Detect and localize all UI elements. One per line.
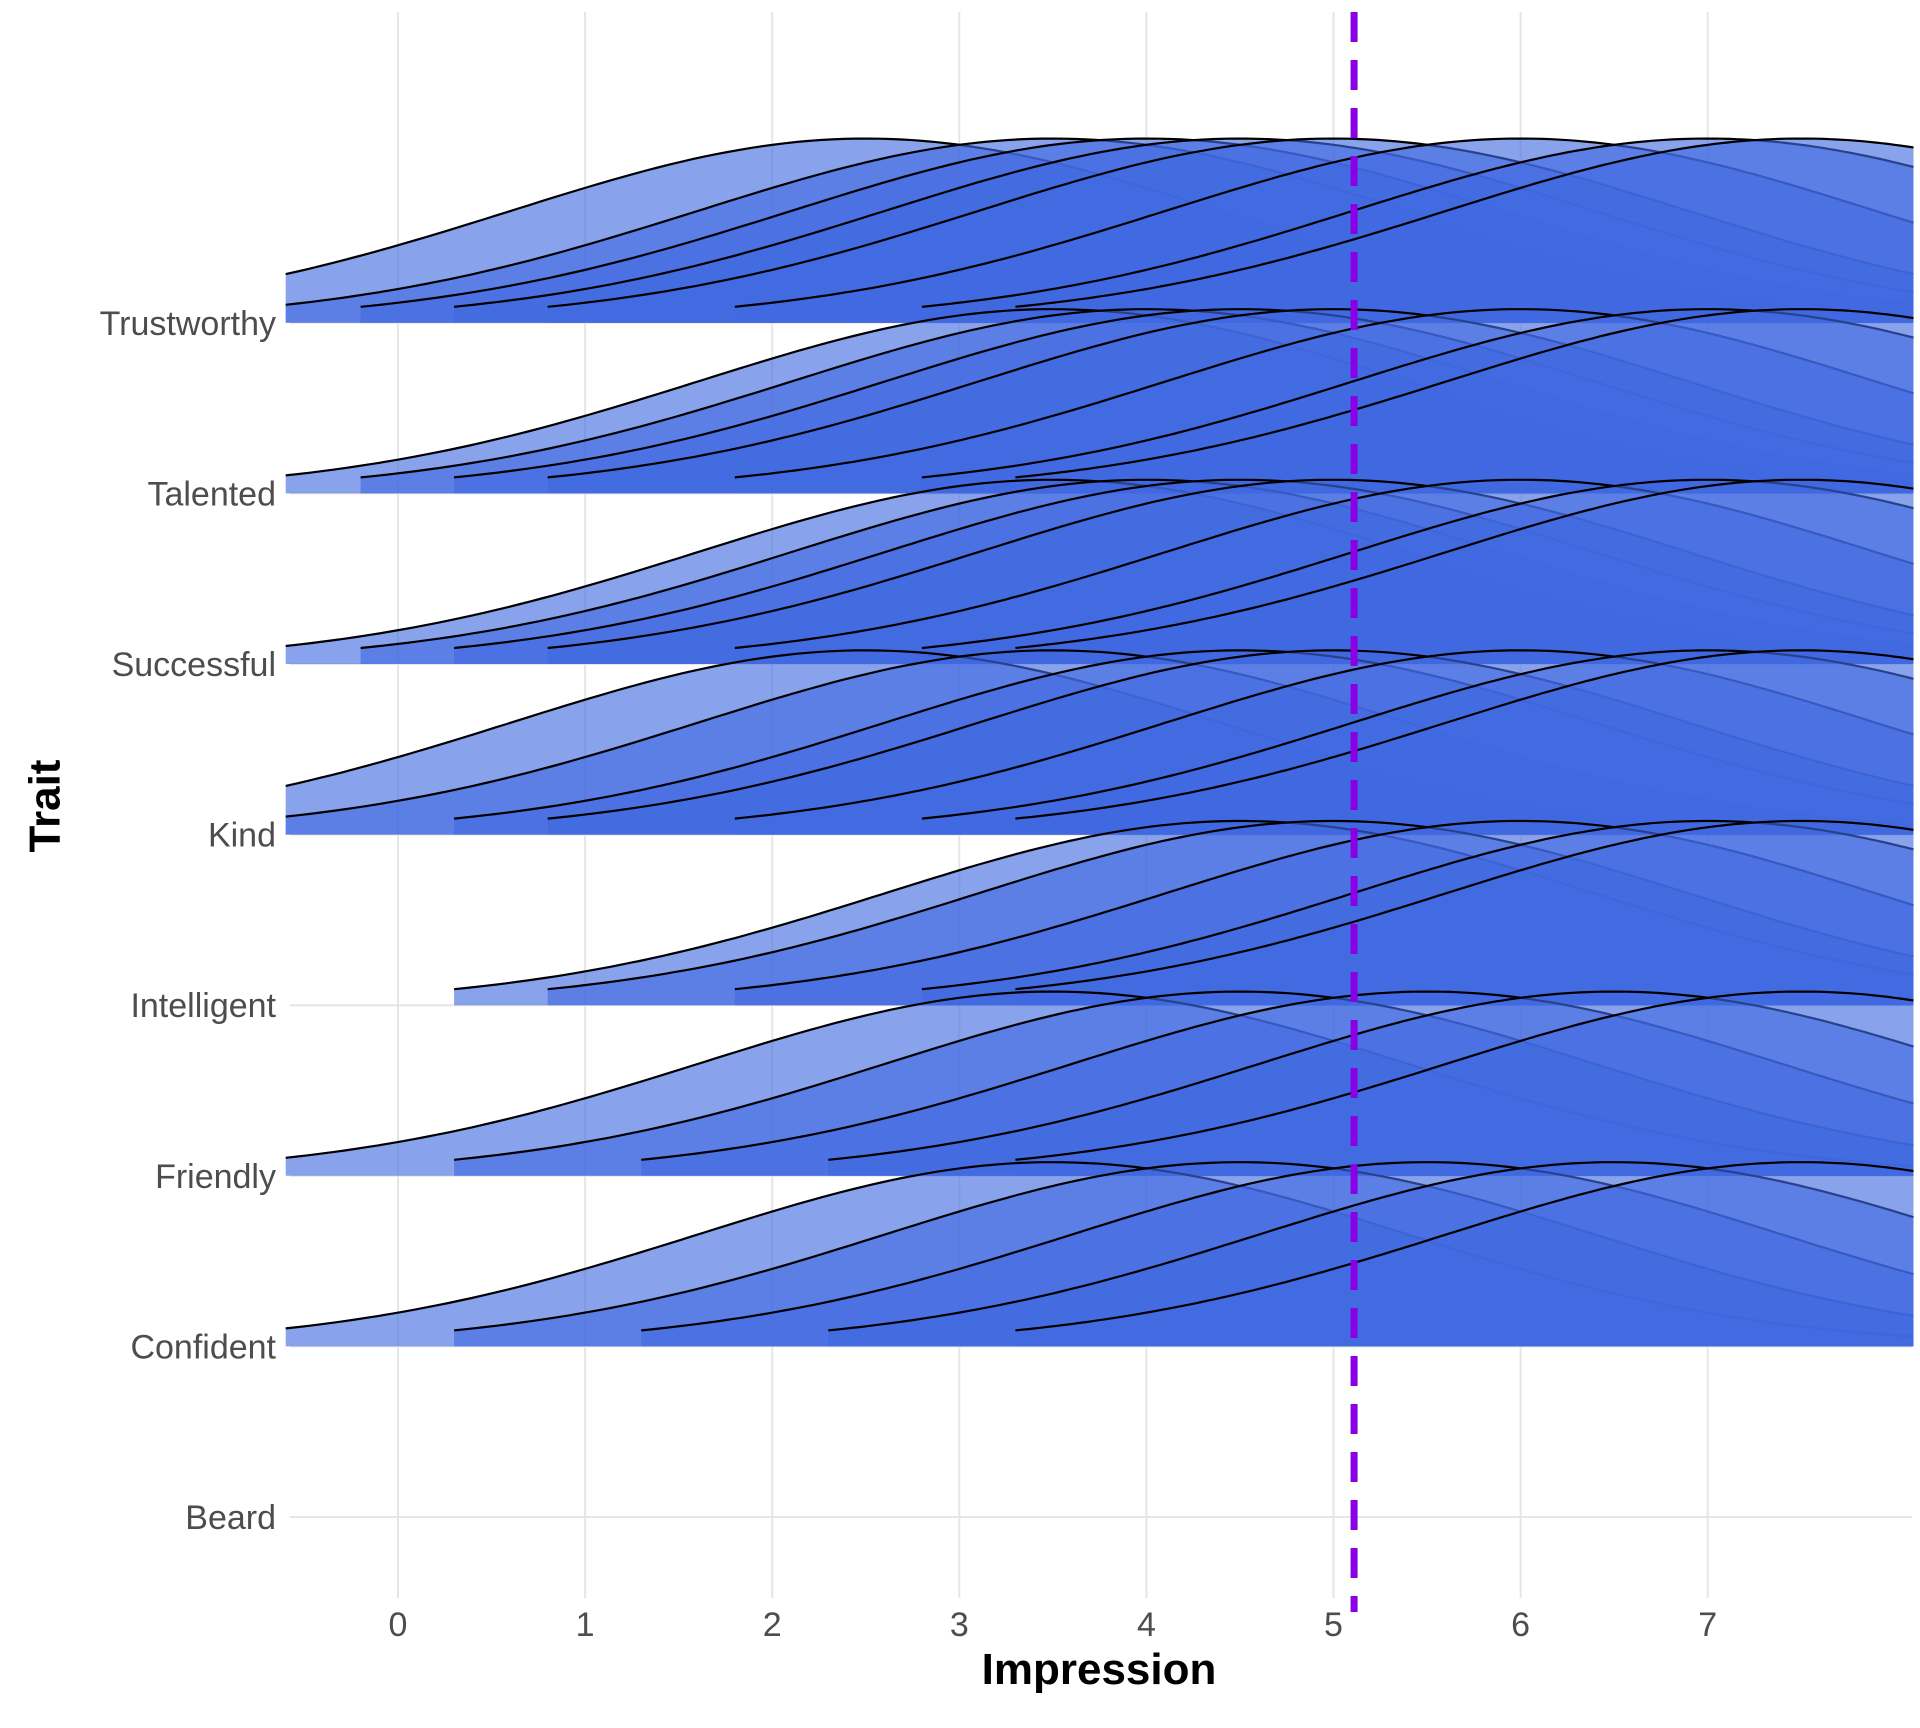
- ridge-successful: [285, 478, 1914, 664]
- x-tick-label: 7: [1698, 1606, 1717, 1644]
- density-outline: [1015, 1161, 1914, 1332]
- x-tick-label: 2: [763, 1606, 782, 1644]
- y-tick-label: Trustworthy: [100, 305, 276, 343]
- density-outline: [1015, 478, 1914, 650]
- density-outline: [1015, 137, 1914, 308]
- density-fill: [1015, 138, 1914, 323]
- y-tick-label: Friendly: [155, 1158, 276, 1196]
- x-tick-label: 4: [1137, 1606, 1156, 1644]
- density-outline: [1015, 990, 1914, 1161]
- x-tick-label: 1: [576, 1606, 595, 1644]
- y-axis-title: Trait: [21, 759, 70, 852]
- density-fill: [1015, 821, 1914, 1006]
- ridge-friendly: [285, 990, 1914, 1176]
- x-tick-label: 0: [389, 1606, 408, 1644]
- density-outline: [1015, 308, 1914, 479]
- density-outline: [1015, 649, 1914, 820]
- ridge-kind: [285, 649, 1914, 835]
- y-tick-label: Kind: [208, 817, 276, 855]
- density-fill: [1015, 1162, 1914, 1347]
- y-tick-labels: Beard Confident Friendly Intelligent Kind Suc…: [100, 305, 277, 1537]
- ridge-confident: [285, 1161, 1914, 1347]
- y-tick-label: Intelligent: [130, 987, 276, 1025]
- x-tick-label: 5: [1324, 1606, 1343, 1644]
- density-fill: [1015, 991, 1914, 1176]
- density-fill: [1015, 309, 1914, 494]
- ridge-intelligent: [453, 819, 1914, 1006]
- y-tick-label: Confident: [130, 1328, 276, 1366]
- x-tick-label: 6: [1511, 1606, 1530, 1644]
- y-tick-label: Beard: [185, 1499, 276, 1537]
- density-fill: [1015, 650, 1914, 835]
- ridge-trustworthy: [285, 137, 1914, 323]
- density-outline: [1015, 819, 1914, 991]
- x-tick-label: 3: [950, 1606, 969, 1644]
- x-axis-title: Impression: [982, 1645, 1217, 1694]
- y-tick-label: Talented: [147, 475, 276, 513]
- ridge-talented: [285, 308, 1914, 494]
- x-tick-labels: 0 1 2 3 4 5 6 7: [389, 1606, 1718, 1644]
- y-tick-label: Successful: [112, 646, 276, 684]
- ridge-layers: [285, 137, 1914, 1347]
- density-fill: [1015, 479, 1914, 664]
